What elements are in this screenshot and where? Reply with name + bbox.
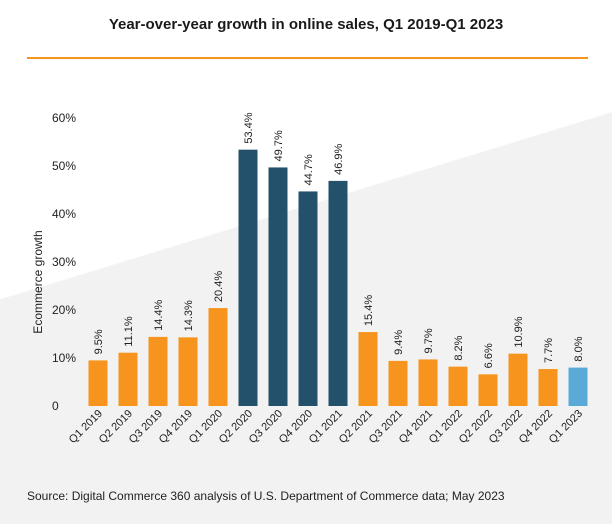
data-label: 44.7% xyxy=(303,154,315,185)
source-note: Source: Digital Commerce 360 analysis of… xyxy=(27,489,505,503)
data-label: 15.4% xyxy=(363,295,375,326)
y-tick-label: 0 xyxy=(52,399,59,413)
bar xyxy=(208,308,228,406)
bar xyxy=(538,369,558,406)
y-tick-label: 60% xyxy=(52,111,76,125)
bar xyxy=(178,337,198,406)
bar xyxy=(448,366,468,406)
y-axis-title: Ecommerce growth xyxy=(31,230,45,333)
data-label: 20.4% xyxy=(213,271,225,302)
y-tick-label: 20% xyxy=(52,303,76,317)
bar xyxy=(358,332,378,406)
data-label: 6.6% xyxy=(483,343,495,368)
data-label: 46.9% xyxy=(333,143,345,174)
data-label: 49.7% xyxy=(273,130,285,161)
bar xyxy=(328,180,348,406)
x-tick-label: Q1 2023 xyxy=(547,408,585,446)
bar xyxy=(568,367,588,406)
data-label: 14.3% xyxy=(183,300,195,331)
data-label: 9.7% xyxy=(423,328,435,353)
data-label: 14.4% xyxy=(153,299,165,330)
y-tick-label: 50% xyxy=(52,159,76,173)
bar xyxy=(118,352,138,406)
bar xyxy=(388,360,408,406)
data-label: 9.5% xyxy=(93,329,105,354)
bar xyxy=(238,149,258,406)
data-label: 53.4% xyxy=(243,112,255,143)
y-tick-label: 10% xyxy=(52,351,76,365)
data-label: 9.4% xyxy=(393,330,405,355)
y-tick-label: 40% xyxy=(52,207,76,221)
title-underline xyxy=(27,57,588,59)
bar xyxy=(268,167,288,406)
bar xyxy=(418,359,438,406)
data-label: 11.1% xyxy=(123,316,135,347)
bar xyxy=(478,374,498,406)
data-label: 10.9% xyxy=(513,316,525,347)
data-label: 8.2% xyxy=(453,335,465,360)
data-label: 8.0% xyxy=(573,336,585,361)
bar xyxy=(148,336,168,406)
bar xyxy=(88,360,108,406)
data-label: 7.7% xyxy=(543,338,555,363)
chart-title: Year-over-year growth in online sales, Q… xyxy=(108,16,504,33)
bar xyxy=(298,191,318,406)
bar-chart: 0 10% 20% 30% 40% 50% 60% Ecommerce growth 9.5% Q… xyxy=(31,111,588,446)
bar xyxy=(508,353,528,406)
y-tick-label: 30% xyxy=(52,255,76,269)
